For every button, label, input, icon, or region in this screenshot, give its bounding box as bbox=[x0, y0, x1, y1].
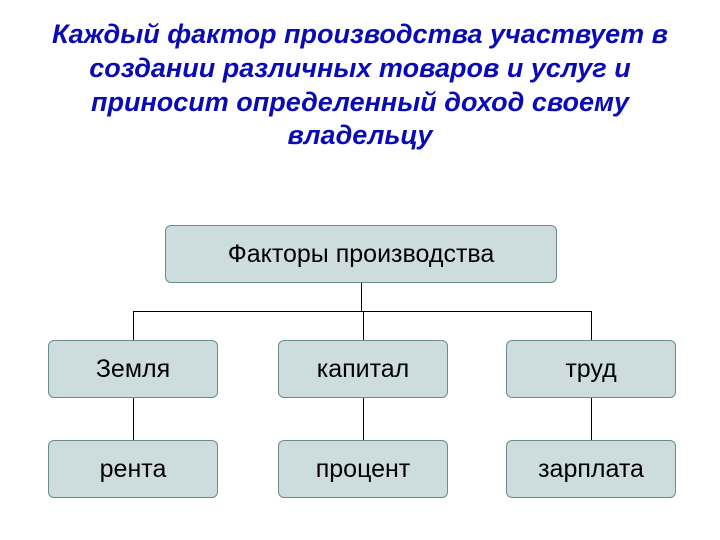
conn-c1-g1 bbox=[133, 398, 134, 440]
node-c2-label: капитал bbox=[317, 355, 410, 384]
conn-c3-up bbox=[591, 311, 592, 340]
node-c1-label: Земля bbox=[96, 355, 170, 384]
conn-c2-g2 bbox=[363, 398, 364, 440]
node-g2-label: процент bbox=[316, 455, 411, 484]
node-c2: капитал bbox=[278, 340, 448, 398]
node-g3-label: зарплата bbox=[538, 455, 644, 484]
conn-c2-up bbox=[363, 311, 364, 340]
node-g3: зарплата bbox=[506, 440, 676, 498]
node-root: Факторы производства bbox=[165, 225, 557, 283]
conn-root-stem bbox=[361, 283, 362, 311]
node-g2: процент bbox=[278, 440, 448, 498]
node-c3: труд bbox=[506, 340, 676, 398]
conn-c3-g3 bbox=[591, 398, 592, 440]
node-c3-label: труд bbox=[565, 355, 616, 384]
node-g1-label: рента bbox=[100, 455, 167, 484]
node-root-label: Факторы производства bbox=[228, 240, 495, 269]
slide-title: Каждый фактор производства участвует в с… bbox=[0, 18, 720, 153]
conn-hbar bbox=[133, 311, 591, 312]
node-g1: рента bbox=[48, 440, 218, 498]
node-c1: Земля bbox=[48, 340, 218, 398]
conn-c1-up bbox=[133, 311, 134, 340]
